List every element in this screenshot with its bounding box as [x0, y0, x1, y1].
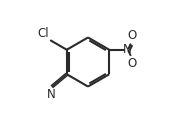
Text: O: O — [127, 57, 137, 70]
Text: Cl: Cl — [37, 27, 49, 40]
Text: O: O — [127, 29, 137, 42]
Text: N: N — [47, 88, 55, 101]
Text: N: N — [123, 43, 131, 56]
